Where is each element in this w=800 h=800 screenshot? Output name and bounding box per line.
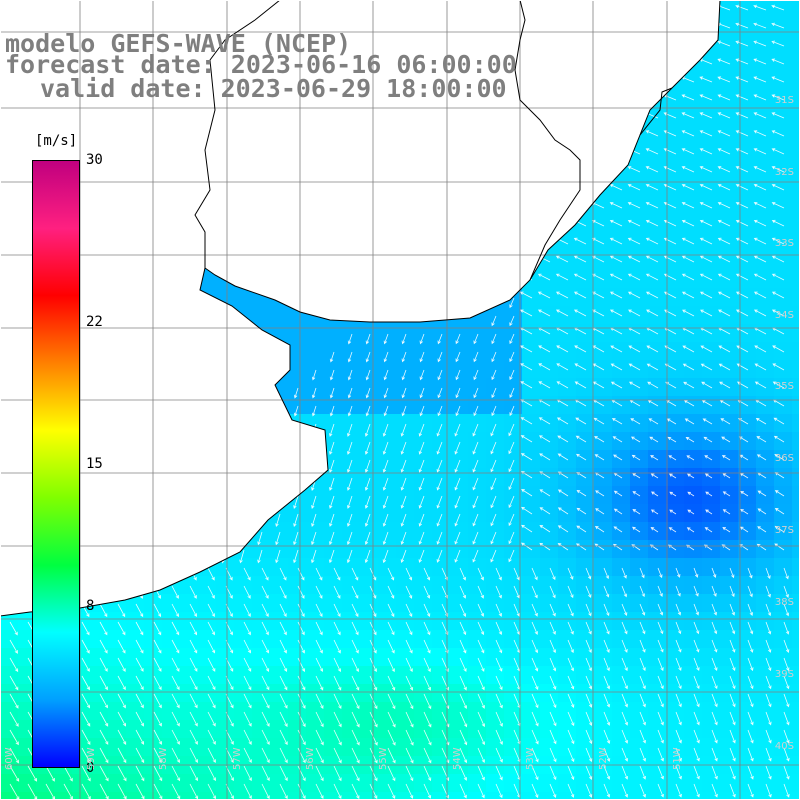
land-mask [0,0,720,616]
colorbar-tick-label: 0 [86,760,95,776]
longitude-label: 52W [598,747,609,770]
colorbar-tick-label: 8 [86,597,95,614]
latitude-label: 39S [774,669,794,680]
longitude-label: 58W [158,747,169,770]
longitude-label: 60W [4,747,15,770]
colorbar-unit: [m/s] [35,133,78,149]
colorbar [32,160,80,768]
longitude-label: 53W [525,747,536,770]
longitude-label: 59W [86,747,97,770]
latitude-label: 35S [774,381,794,392]
coastline [0,0,721,617]
forecast-date: forecast date: 2023-06-16 06:00:00 [5,50,517,79]
latitude-label: 34S [774,310,794,321]
colorbar-tick-label: 22 [86,314,103,331]
latitude-label: 38S [774,597,794,608]
colorbar-tick-label: 30 [86,152,103,168]
latitude-label: 37S [774,525,794,536]
latitude-label: 40S [774,741,794,752]
model-title: modelo GEFS-WAVE (NCEP) [5,29,352,58]
longitude-label: 56W [305,747,316,770]
latitude-label: 33S [774,238,794,249]
longitude-label: 51W [672,747,683,770]
colorbar-tick-label: 15 [86,456,103,472]
latitude-label: 31S [774,95,794,106]
longitude-label: 54W [452,747,463,770]
latitude-label: 36S [774,453,794,464]
latitude-label: 32S [774,167,794,178]
longitude-label: 55W [378,747,389,770]
longitude-label: 57W [232,747,243,770]
wind-arrows [9,4,790,800]
valid-date: valid date: 2023-06-29 18:00:00 [40,74,507,103]
